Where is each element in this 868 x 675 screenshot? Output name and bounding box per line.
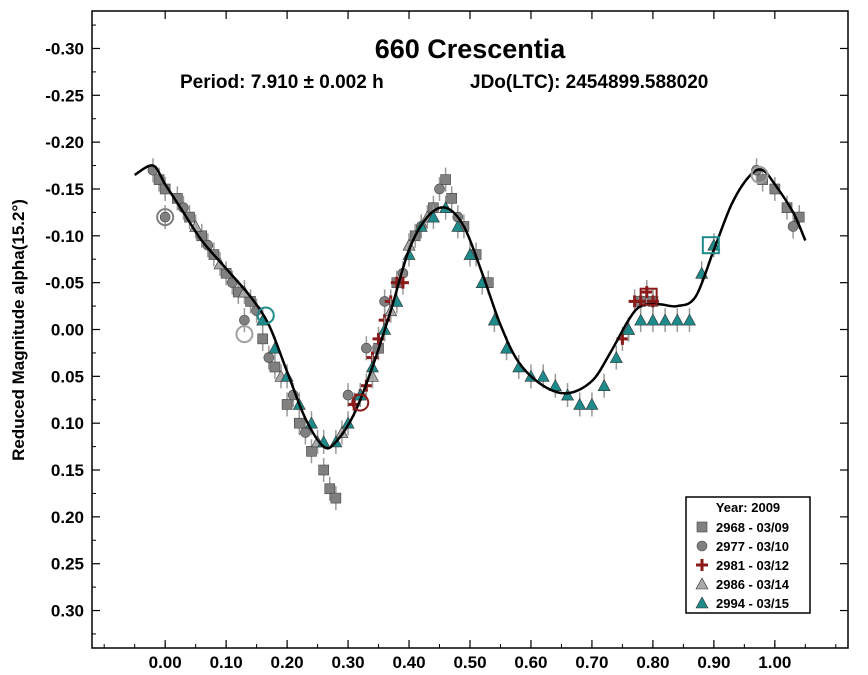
y-tick-label: 0.30 <box>51 602 84 621</box>
data-point <box>361 342 372 354</box>
y-tick-label: 0.05 <box>51 367 84 386</box>
legend-title: Year: 2009 <box>716 500 780 515</box>
legend-entry: 2981 - 03/12 <box>696 558 789 573</box>
x-tick-label: 0.00 <box>149 653 182 672</box>
data-point <box>646 313 660 326</box>
data-point <box>306 445 317 457</box>
data-point <box>324 483 336 495</box>
legend-entry: 2986 - 03/14 <box>695 577 790 592</box>
data-point <box>341 416 355 429</box>
data-point <box>463 247 477 260</box>
y-tick-label: -0.05 <box>45 274 84 293</box>
highlight-square <box>701 236 720 255</box>
x-tick-label: 0.80 <box>636 653 669 672</box>
x-tick-label: 1.00 <box>758 653 791 672</box>
data-point <box>658 313 672 326</box>
x-tick-label: 0.40 <box>392 653 425 672</box>
data-point <box>426 210 440 223</box>
y-tick-label: -0.25 <box>45 86 84 105</box>
period-label: Period: 7.910 ± 0.002 h <box>180 72 384 93</box>
x-axis: 0.00 0.10 0.20 0.30 0.40 0.50 0.60 0.70 0.80 0.90… <box>103 11 837 672</box>
data-point <box>573 397 587 410</box>
data-point <box>609 350 623 363</box>
data-point <box>787 221 799 232</box>
data-point <box>257 333 269 345</box>
highlight-circle <box>351 393 370 412</box>
legend-entry: 2994 - 03/15 <box>695 596 789 611</box>
highlight-markers <box>156 165 769 412</box>
y-tick-label: -0.30 <box>45 39 84 58</box>
data-point <box>239 314 250 326</box>
legend-marker <box>695 577 709 590</box>
legend: Year: 2009 2968 - 03/09 2977 - 03/10 2981 … <box>685 496 811 614</box>
chart-title: 660 Crescentia <box>375 34 567 64</box>
legend-label: 2981 - 03/12 <box>716 558 789 573</box>
epoch-label: JDo(LTC): 2454899.588020 <box>470 72 708 93</box>
data-point <box>585 397 599 410</box>
y-tick-label: 0.00 <box>51 321 84 340</box>
data-point <box>446 193 458 204</box>
data-point <box>330 492 342 504</box>
data-point <box>434 183 445 195</box>
data-point <box>670 313 684 326</box>
data-point <box>202 239 214 251</box>
data-point <box>440 174 451 185</box>
legend-box <box>685 496 811 614</box>
data-point <box>757 174 768 185</box>
data-point <box>682 313 696 326</box>
legend-label: 2986 - 03/14 <box>716 577 790 592</box>
y-axis-label: Reduced Magnitude alpha(15.2°) <box>9 199 28 461</box>
data-point <box>536 369 550 382</box>
y-tick-label: 0.25 <box>51 555 84 574</box>
data-point <box>561 388 575 401</box>
x-tick-label: 0.30 <box>332 653 365 672</box>
data-point <box>293 417 305 429</box>
data-point <box>159 211 171 223</box>
legend-marker <box>696 540 708 552</box>
data-point <box>318 464 329 476</box>
highlight-circle <box>235 325 254 344</box>
legend-entry: 2968 - 03/09 <box>696 520 789 535</box>
data-point <box>597 379 611 392</box>
y-tick-label: 0.10 <box>51 414 84 433</box>
y-axis: -0.30 -0.25 -0.20 -0.15 -0.10 -0.05 0.00 0.05 0.… <box>45 24 848 635</box>
highlight-circle <box>256 306 275 325</box>
data-point <box>451 219 465 232</box>
legend-marker <box>696 559 708 571</box>
y-tick-label: 0.15 <box>51 461 84 480</box>
y-tick-label: 0.20 <box>51 508 84 527</box>
x-tick-label: 0.10 <box>210 653 243 672</box>
data-point <box>281 399 293 410</box>
x-tick-label: 0.70 <box>575 653 608 672</box>
legend-label: 2994 - 03/15 <box>716 596 789 611</box>
data-point <box>622 322 636 335</box>
highlight-square <box>639 287 658 306</box>
data-point <box>300 427 311 438</box>
y-tick-label: -0.20 <box>45 133 84 152</box>
legend-marker <box>696 521 708 533</box>
highlight-circle <box>156 208 175 227</box>
data-point <box>263 352 275 363</box>
legend-entry: 2977 - 03/10 <box>696 539 789 554</box>
y-tick-label: -0.15 <box>45 180 84 199</box>
data-point <box>634 313 648 326</box>
highlight-circle <box>750 165 769 184</box>
data-point <box>342 389 354 401</box>
data-point <box>269 361 281 373</box>
x-tick-label: 0.90 <box>697 653 730 672</box>
legend-label: 2977 - 03/10 <box>716 539 789 554</box>
legend-marker <box>695 596 709 609</box>
x-tick-label: 0.60 <box>514 653 547 672</box>
legend-label: 2968 - 03/09 <box>716 520 789 535</box>
y-tick-label: -0.10 <box>45 227 84 246</box>
x-tick-label: 0.50 <box>453 653 486 672</box>
x-tick-label: 0.20 <box>271 653 304 672</box>
